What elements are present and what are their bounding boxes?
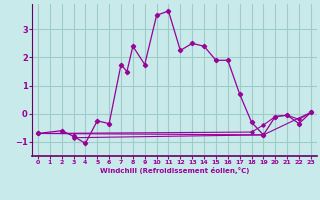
X-axis label: Windchill (Refroidissement éolien,°C): Windchill (Refroidissement éolien,°C) — [100, 167, 249, 174]
